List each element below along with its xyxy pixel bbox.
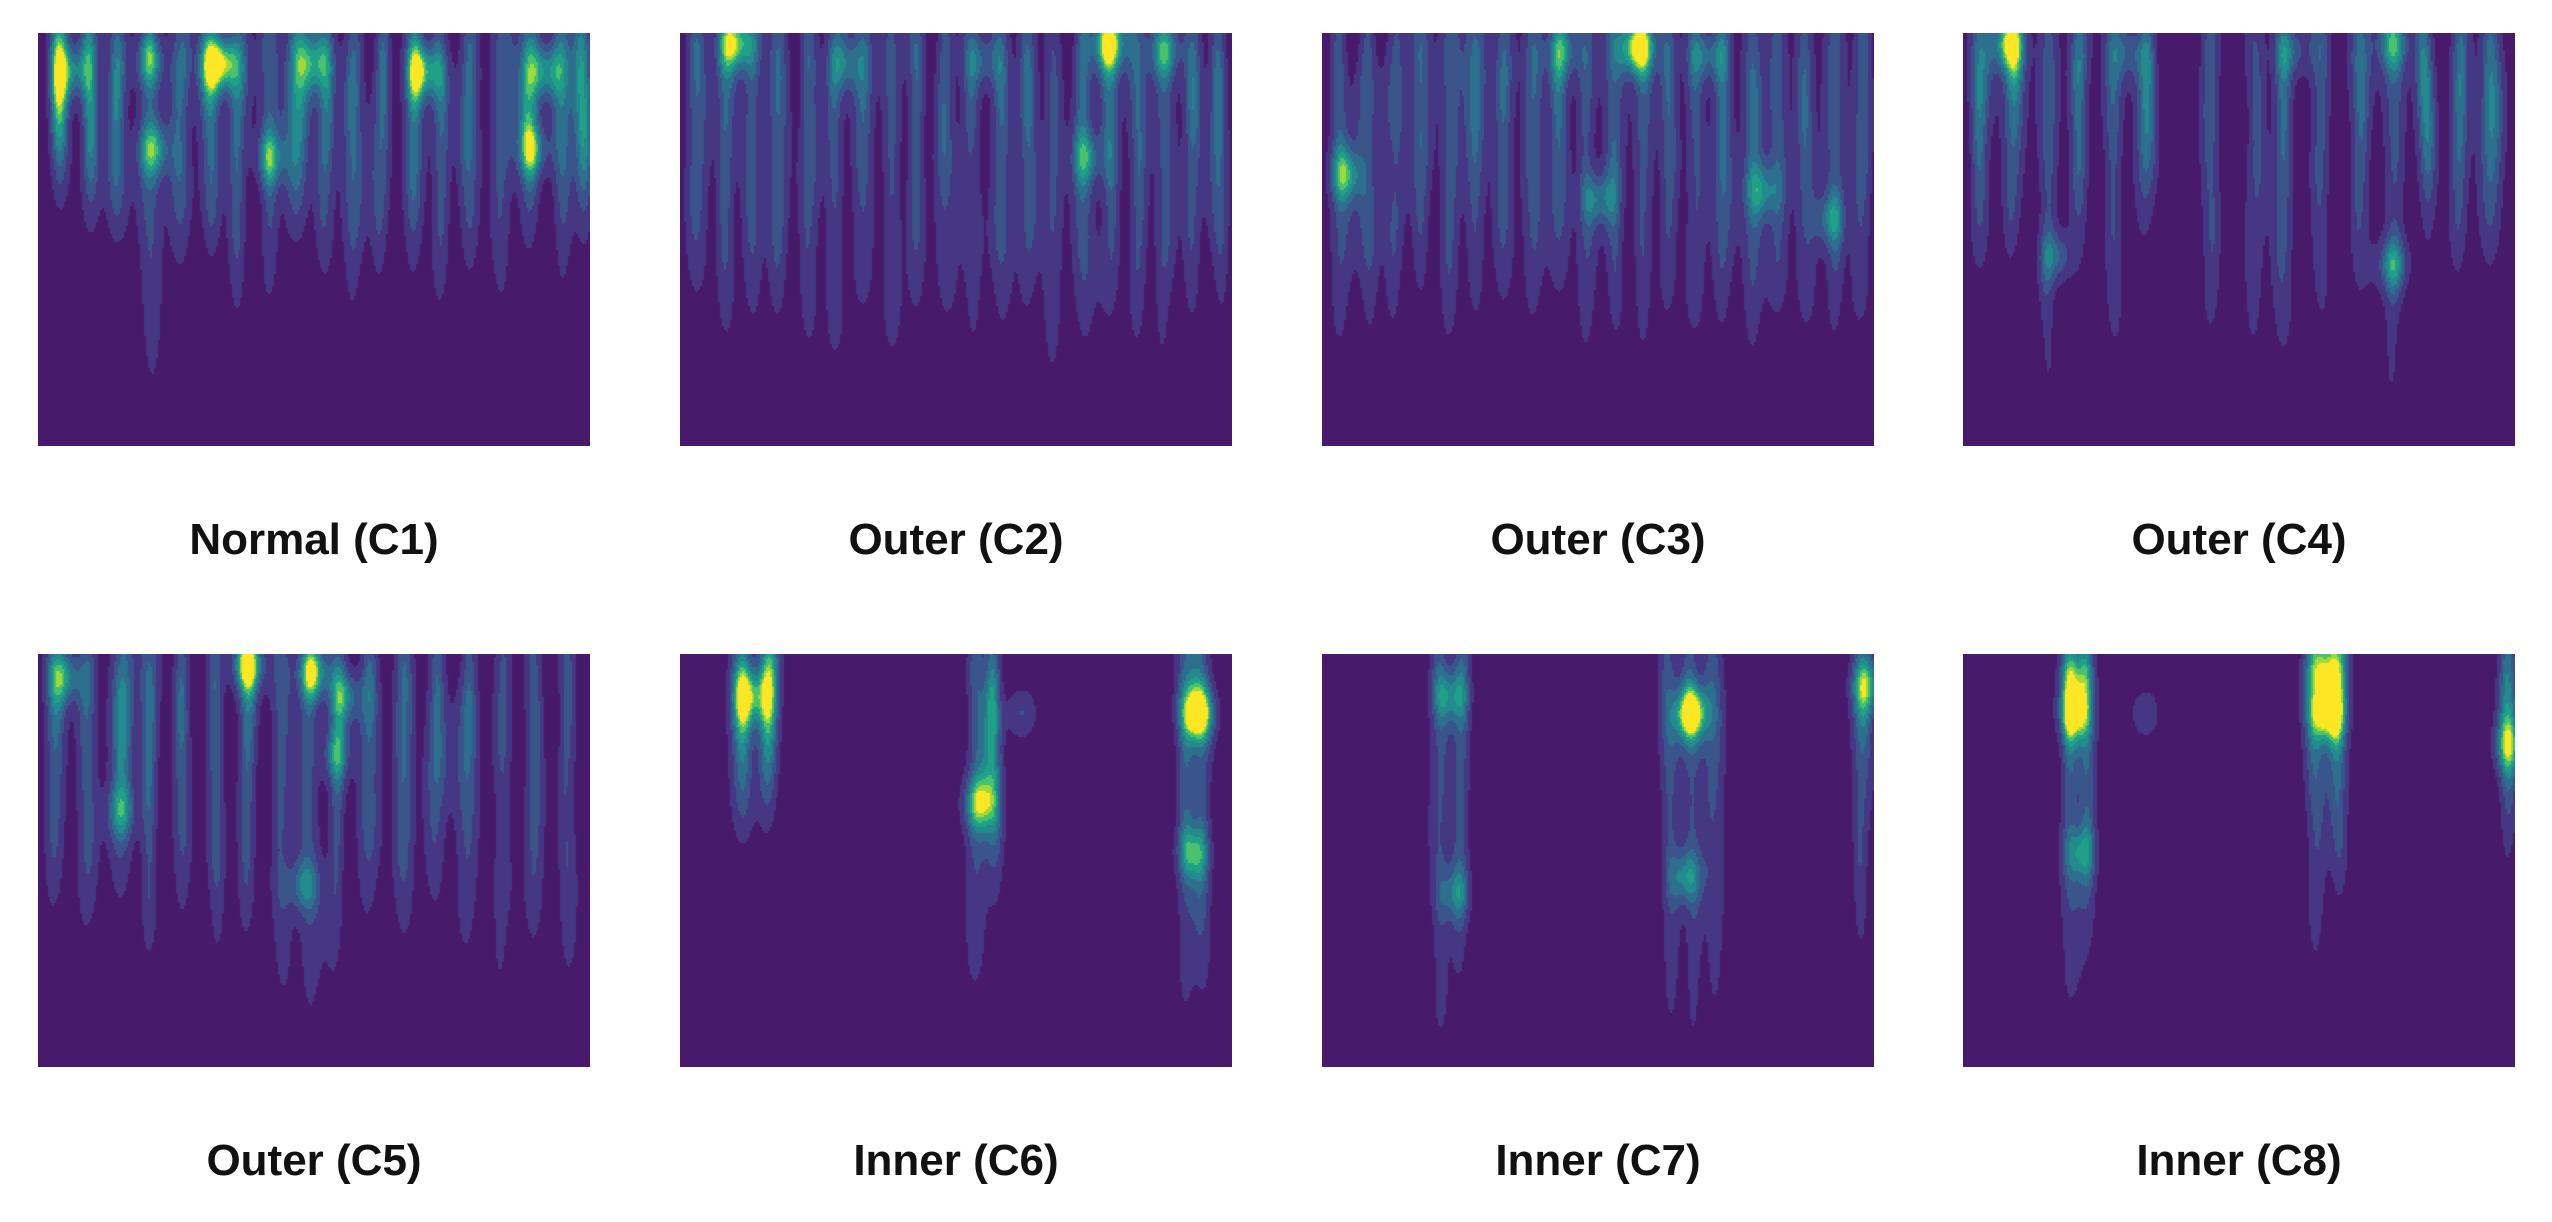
panel-c2: Outer (C2) (680, 33, 1232, 575)
caption-c7: Inner (C7) (1495, 1136, 1701, 1185)
caption-c8: Inner (C8) (2136, 1136, 2342, 1185)
scalogram-c6 (680, 654, 1232, 1067)
panel-c6: Inner (C6) (680, 654, 1232, 1196)
scalogram-c3 (1322, 33, 1874, 446)
panel-c7: Inner (C7) (1322, 654, 1874, 1196)
caption-c5: Outer (C5) (206, 1136, 422, 1185)
scalogram-c7 (1322, 654, 1874, 1067)
panel-c8: Inner (C8) (1963, 654, 2515, 1196)
scalogram-c8 (1963, 654, 2515, 1067)
scalogram-c5 (38, 654, 590, 1067)
caption-c2: Outer (C2) (848, 515, 1064, 564)
caption-c6: Inner (C6) (853, 1136, 1059, 1185)
panel-c4: Outer (C4) (1963, 33, 2515, 575)
panel-c1: Normal (C1) (38, 33, 590, 575)
scalogram-c2 (680, 33, 1232, 446)
scalogram-c1 (38, 33, 590, 446)
caption-c4: Outer (C4) (2131, 515, 2347, 564)
caption-c1: Normal (C1) (189, 515, 439, 564)
scalogram-c4 (1963, 33, 2515, 446)
panel-c5: Outer (C5) (38, 654, 590, 1196)
caption-c3: Outer (C3) (1490, 515, 1706, 564)
panel-c3: Outer (C3) (1322, 33, 1874, 575)
